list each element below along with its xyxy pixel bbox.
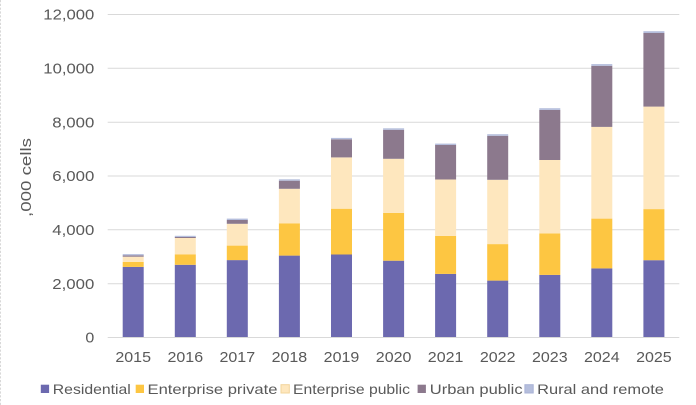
svg-text:2024: 2024	[584, 350, 620, 366]
svg-text:2,000: 2,000	[52, 277, 94, 293]
svg-text:2022: 2022	[480, 350, 516, 366]
svg-text:0: 0	[85, 331, 94, 347]
svg-text:2018: 2018	[272, 350, 308, 366]
svg-text:2016: 2016	[168, 350, 204, 366]
svg-text:2015: 2015	[115, 350, 151, 366]
svg-text:2020: 2020	[376, 350, 412, 366]
svg-text:Rural and remote: Rural and remote	[537, 382, 664, 397]
svg-text:2025: 2025	[636, 350, 672, 366]
svg-text:2023: 2023	[532, 350, 568, 366]
svg-text:10,000: 10,000	[43, 62, 94, 78]
svg-text:4,000: 4,000	[52, 223, 94, 239]
svg-text:2021: 2021	[428, 350, 464, 366]
svg-text:2019: 2019	[324, 350, 360, 366]
svg-text:Enterprise private: Enterprise private	[148, 382, 278, 397]
svg-text:Residential: Residential	[53, 382, 131, 397]
svg-text:2017: 2017	[220, 350, 256, 366]
svg-text:12,000: 12,000	[43, 8, 94, 24]
svg-text:8,000: 8,000	[52, 115, 94, 131]
svg-text:Enterprise public: Enterprise public	[293, 382, 410, 397]
svg-text:,000 cells: ,000 cells	[19, 138, 35, 217]
svg-text:6,000: 6,000	[52, 169, 94, 185]
svg-text:Urban public: Urban public	[430, 382, 523, 397]
